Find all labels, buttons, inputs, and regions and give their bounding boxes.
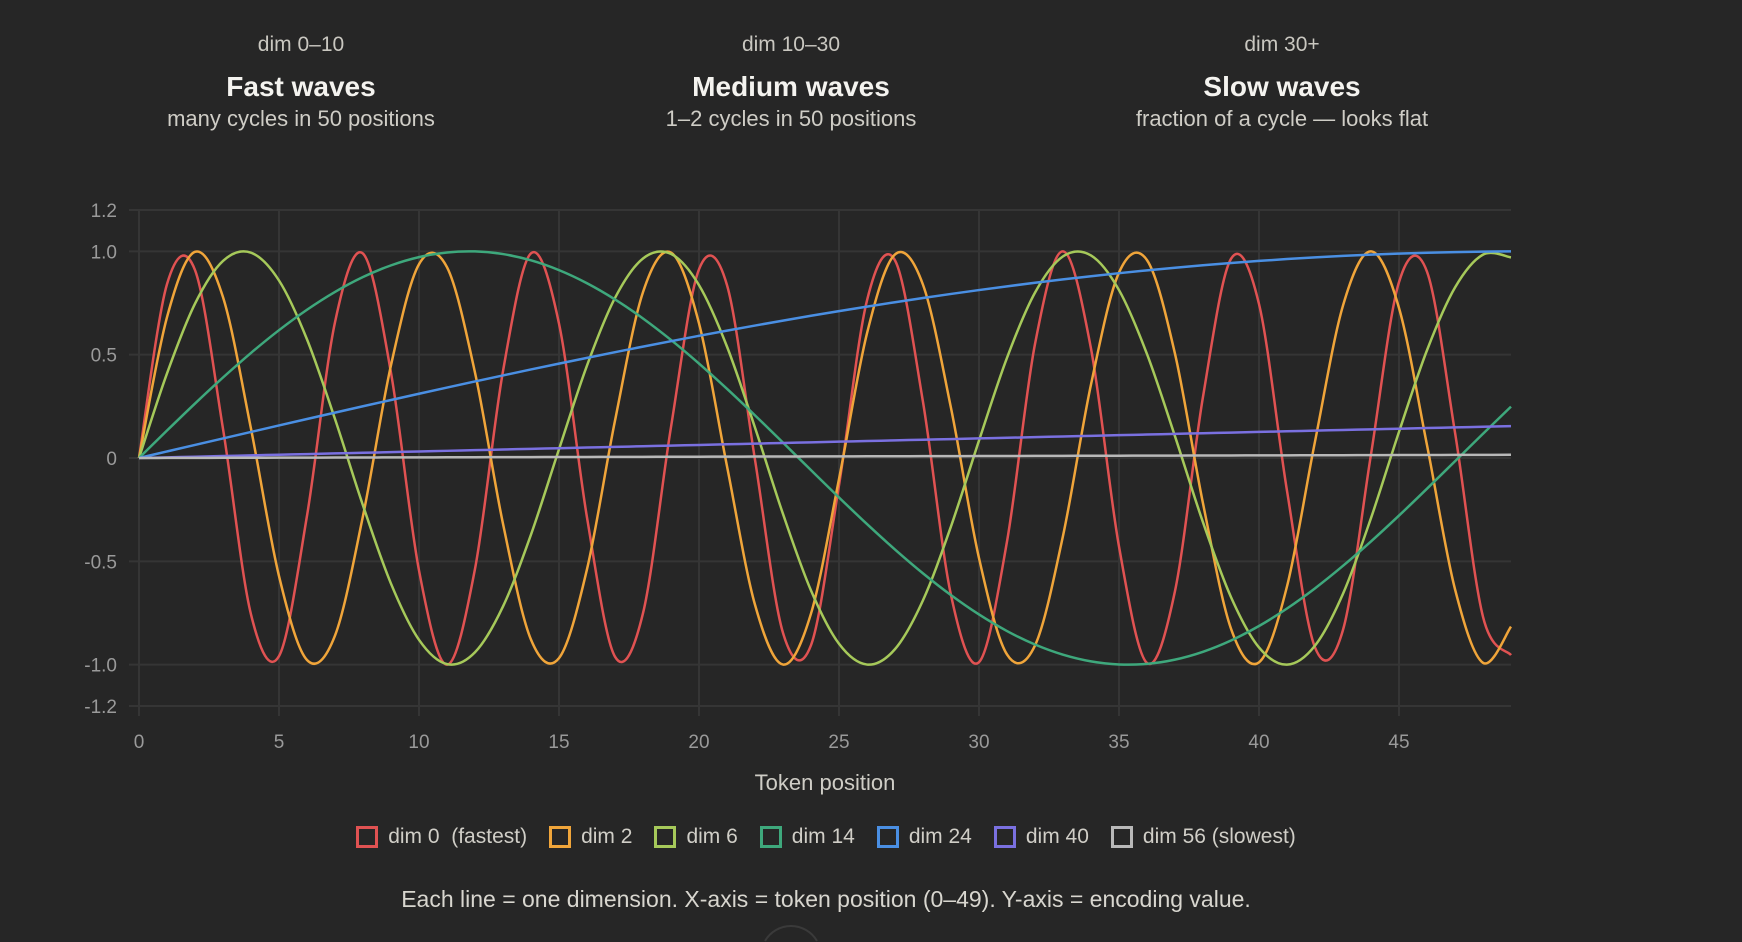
legend-label: dim 24: [908, 825, 972, 848]
legend-label: dim 14: [791, 825, 855, 848]
legend-label: dim 0 (fastest): [388, 825, 528, 848]
series-line-dim-14: [138, 250, 1512, 666]
legend-swatch: [654, 826, 677, 848]
y-tick-label: -0.5: [84, 552, 117, 573]
legend-item-dim-2[interactable]: dim 2: [549, 825, 632, 849]
header-fast: dim 0–10 Fast waves many cycles in 50 po…: [41, 30, 561, 134]
legend-swatch: [1110, 826, 1133, 848]
legend-item-dim-24[interactable]: dim 24: [876, 825, 972, 849]
group-title: Medium waves: [692, 71, 890, 102]
series-line-dim-6: [137, 250, 1512, 666]
x-tick-label: 0: [134, 732, 145, 753]
y-tick-label: -1.0: [84, 656, 117, 677]
y-tick-label: 1.2: [91, 201, 117, 222]
dim-range: dim 10–30: [741, 33, 841, 56]
header-slow: dim 30+ Slow waves fraction of a cycle —…: [1022, 30, 1542, 134]
legend-item-dim-6[interactable]: dim 6: [654, 825, 738, 849]
group-title: Fast waves: [226, 71, 376, 102]
legend-swatch: [356, 826, 379, 848]
group-title: Slow waves: [1203, 71, 1361, 102]
series-lines: [137, 250, 1513, 666]
group-subtitle: many cycles in 50 positions: [167, 106, 435, 131]
group-subtitle: 1–2 cycles in 50 positions: [665, 106, 917, 131]
x-tick-label: 10: [408, 732, 429, 753]
series-line-dim-0: [137, 250, 1513, 666]
legend-item-dim-0[interactable]: dim 0 (fastest): [356, 825, 527, 849]
x-tick-label: 40: [1248, 732, 1269, 753]
legend-swatch: [759, 826, 782, 848]
legend-swatch: [876, 826, 899, 848]
y-tick-label: 0: [106, 449, 117, 470]
legend-item-dim-40[interactable]: dim 40: [993, 825, 1089, 849]
legend: dim 0 (fastest) dim 2 dim 6 dim 14 dim 24 dim…: [0, 825, 1652, 849]
dim-range: dim 30+: [1244, 33, 1320, 56]
y-tick-label: 1.0: [91, 242, 117, 263]
x-tick-label: 20: [688, 732, 709, 753]
legend-label: dim 40: [1025, 825, 1089, 848]
caption: Each line = one dimension. X-axis = toke…: [401, 886, 1251, 912]
x-tick-label: 45: [1388, 732, 1409, 753]
series-line-dim-56: [138, 453, 1512, 460]
legend-item-dim-56[interactable]: dim 56 (slowest): [1110, 825, 1296, 849]
x-axis-ticks: 0 5 10 15 20 25 30 35 40 45: [134, 732, 1410, 753]
x-axis-label: Token position: [755, 770, 896, 795]
x-tick-label: 30: [968, 732, 989, 753]
scroll-indicator[interactable]: [764, 924, 818, 942]
series-line-dim-24: [138, 250, 1512, 460]
legend-swatch: [549, 826, 572, 848]
legend-item-dim-14[interactable]: dim 14: [759, 825, 855, 849]
grid: [129, 209, 1511, 716]
group-subtitle: fraction of a cycle — looks flat: [1135, 106, 1429, 131]
y-axis-ticks: 1.2 1.0 0.5 0 -0.5 -1.0 -1.2: [84, 201, 117, 718]
x-tick-label: 35: [1108, 732, 1129, 753]
x-tick-label: 5: [274, 732, 285, 753]
series-line-dim-2: [137, 250, 1513, 666]
series-line-dim-40: [138, 424, 1512, 460]
legend-label: dim 2: [581, 825, 633, 848]
legend-swatch: [993, 826, 1016, 848]
y-tick-label: -1.2: [84, 697, 117, 718]
x-tick-label: 15: [548, 732, 569, 753]
dim-range: dim 0–10: [257, 33, 345, 56]
x-tick-label: 25: [828, 732, 849, 753]
legend-label: dim 6: [686, 825, 738, 848]
y-tick-label: 0.5: [91, 346, 117, 367]
header-medium: dim 10–30 Medium waves 1–2 cycles in 50 …: [531, 30, 1051, 134]
legend-label: dim 56 (slowest): [1142, 825, 1296, 848]
